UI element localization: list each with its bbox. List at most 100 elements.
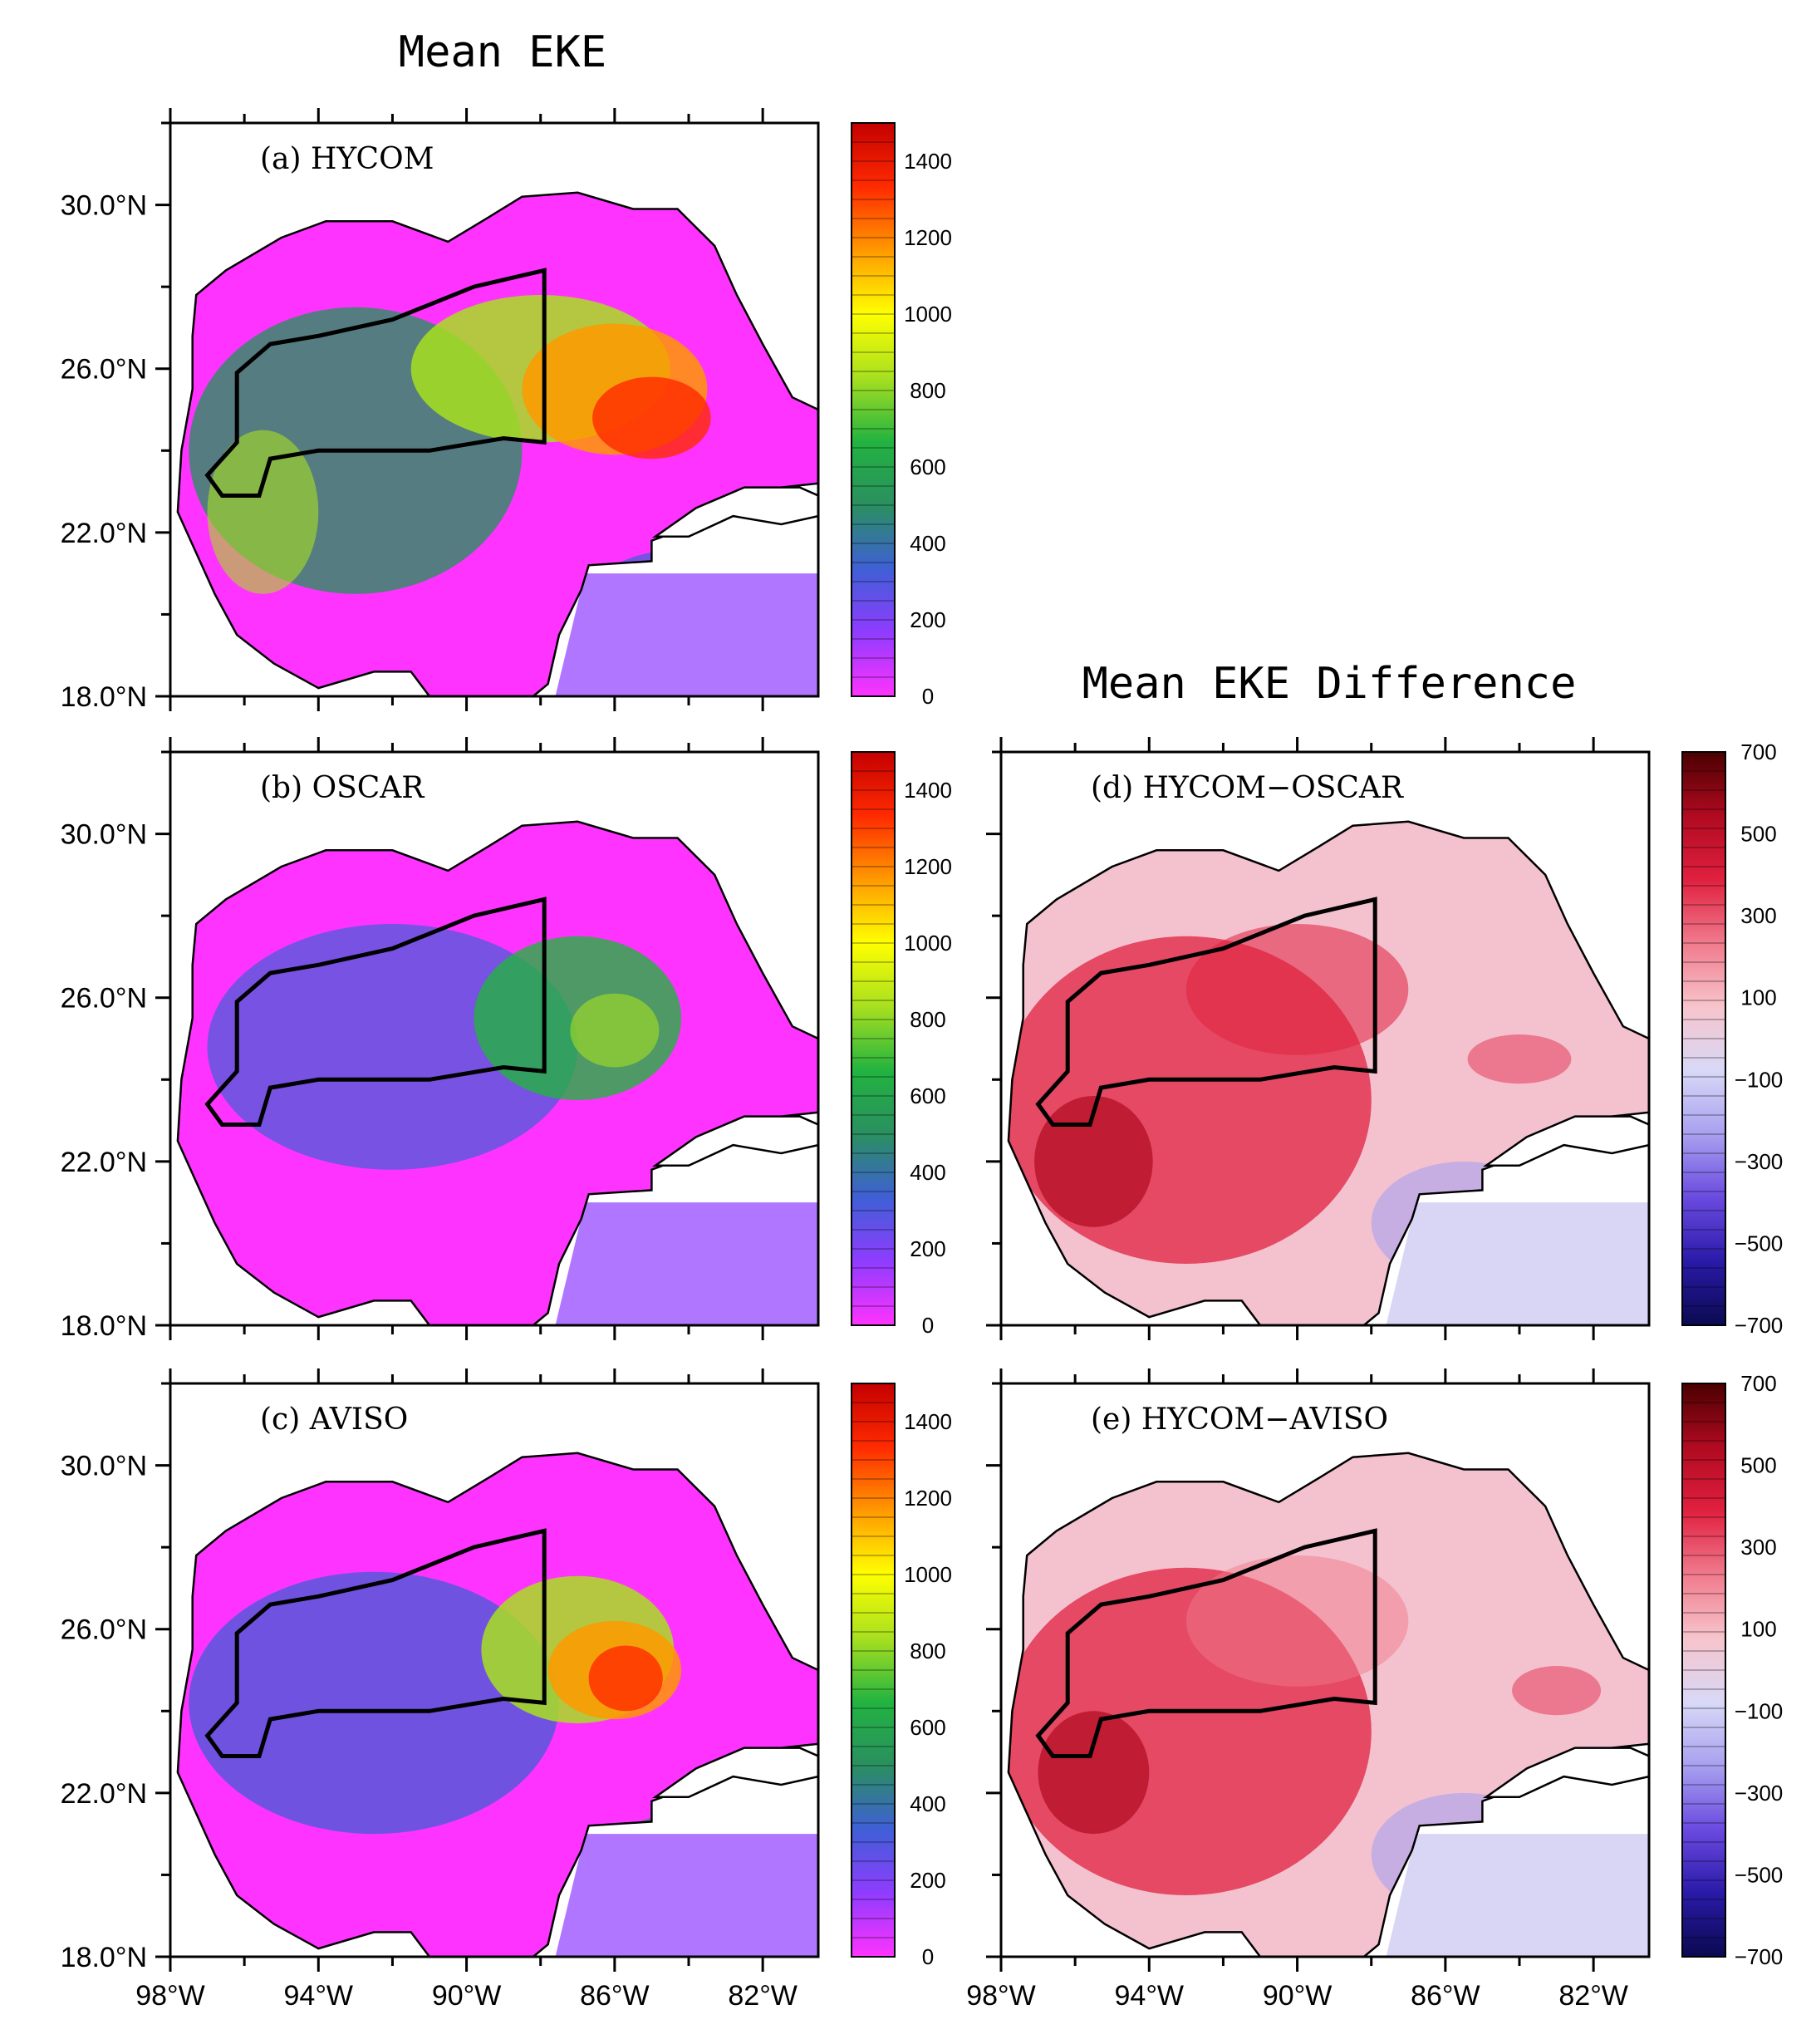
field-patch: [1034, 1096, 1153, 1227]
colorbar-eke: 1400 1200 1000 800 600 400 200 0: [851, 751, 952, 1338]
colorbar-tick-label: 1000: [904, 302, 952, 327]
colorbar-tick-label: 1400: [904, 778, 952, 803]
colorbar-eke: 1400 1200 1000 800 600 400 200 0: [851, 122, 952, 709]
map-frame: [999, 1382, 1651, 1958]
colorbar-tick-label: 400: [910, 1160, 945, 1185]
caribbean-field: [1386, 1202, 1649, 1325]
colorbar-tick-label: −300: [1735, 1149, 1784, 1174]
colorbar-tick-label: 800: [910, 1007, 945, 1032]
colorbar-tick-label: 300: [1740, 1535, 1776, 1560]
lat-tick-label: 30.0°N: [61, 190, 147, 222]
field-patch: [207, 430, 319, 594]
caribbean-field: [555, 573, 818, 696]
lon-tick-label: 82°W: [728, 1980, 798, 2012]
panel-e: 98°W 94°W 90°W 86°W 82°W (e) HYCOM−AVISO 700 50…: [966, 1368, 1783, 2012]
colorbar-tick-label: 1400: [904, 149, 952, 174]
colorbar-tick-label: 800: [910, 1639, 945, 1663]
lon-tick-label: 98°W: [135, 1980, 205, 2012]
lat-tick-label: 22.0°N: [61, 518, 147, 549]
field-patch: [1512, 1666, 1602, 1716]
lat-tick-label: 26.0°N: [61, 354, 147, 386]
analysis-region-outline: [204, 897, 547, 1127]
colorbar-tick-label: 300: [1740, 903, 1776, 928]
colorbar-tick-label: 600: [910, 454, 945, 479]
colorbar-tick-label: 500: [1740, 1453, 1776, 1478]
colorbar-tick-label: 600: [910, 1715, 945, 1740]
panel-label-e: (e) HYCOM−AVISO: [1091, 1403, 1388, 1437]
panel-d: (d) HYCOM−OSCAR 700 500 300 100 −100 −300 −500 −…: [986, 737, 1783, 1340]
colorbar-diff: 700 500 300 100 −100 −300 −500 −700: [1681, 739, 1784, 1338]
lon-tick-label: 82°W: [1558, 1980, 1628, 2012]
lon-tick-label: 90°W: [1263, 1980, 1333, 2012]
panel-label-c: (c) AVISO: [260, 1403, 408, 1437]
colorbar-tick-label: 500: [1740, 822, 1776, 847]
panel-label-a: (a) HYCOM: [260, 142, 434, 176]
colorbar-tick-label: 200: [910, 607, 945, 632]
colorbar-tick-label: 700: [1740, 1371, 1776, 1396]
caribbean-field: [555, 1834, 818, 1957]
map-frame: [169, 121, 820, 698]
colorbar-tick-label: 400: [910, 1791, 945, 1816]
map-frame: [169, 1382, 820, 1958]
field-patch: [592, 376, 711, 459]
analysis-region-outline: [1035, 897, 1377, 1127]
colorbar-tick-label: 700: [1740, 739, 1776, 764]
panel-b: 30.0°N 26.0°N 22.0°N 18.0°N (b) OSCAR 1400 120…: [61, 737, 952, 1342]
lon-tick-label: 98°W: [966, 1980, 1036, 2012]
colorbar-tick-label: 0: [922, 684, 934, 709]
colorbar-tick-label: 100: [1740, 985, 1776, 1010]
colorbar-tick-label: 200: [910, 1236, 945, 1261]
colorbar-eke: 1400 1200 1000 800 600 400 200 0: [851, 1383, 952, 1969]
analysis-region-outline: [1035, 1528, 1377, 1758]
lat-tick-label: 18.0°N: [61, 1310, 147, 1342]
field-patch: [570, 993, 660, 1068]
panel-label-d: (d) HYCOM−OSCAR: [1091, 771, 1404, 805]
lon-tick-label: 86°W: [1411, 1980, 1480, 2012]
colorbar-tick-label: 200: [910, 1868, 945, 1893]
colorbar-tick-label: −100: [1735, 1067, 1784, 1092]
title-mean-eke-difference: Mean EKE Difference: [1082, 659, 1577, 709]
colorbar-diff: 700 500 300 100 −100 −300 −500 −700: [1681, 1371, 1784, 1969]
colorbar-tick-label: 600: [910, 1083, 945, 1108]
field-patch: [1185, 1555, 1409, 1687]
colorbar-tick-label: 1200: [904, 225, 952, 250]
lon-tick-label: 90°W: [432, 1980, 502, 2012]
colorbar-tick-label: −500: [1735, 1862, 1784, 1887]
lon-tick-label: 94°W: [1115, 1980, 1185, 2012]
caribbean-field: [555, 1202, 818, 1325]
colorbar-tick-label: 1000: [904, 931, 952, 956]
analysis-region-outline: [204, 1528, 547, 1758]
colorbar-tick-label: −700: [1735, 1313, 1784, 1338]
panel-c: 30.0°N 26.0°N 22.0°N 18.0°N 98°W 94°W 90°W 86°W…: [61, 1368, 952, 2012]
colorbar-tick-label: −300: [1735, 1781, 1784, 1806]
lat-tick-label: 26.0°N: [61, 983, 147, 1015]
colorbar-tick-label: 100: [1740, 1617, 1776, 1642]
colorbar-tick-label: 400: [910, 531, 945, 556]
lat-tick-label: 18.0°N: [61, 1942, 147, 1973]
field-patch: [189, 1571, 559, 1835]
colorbar-tick-label: 1200: [904, 854, 952, 879]
colorbar-tick-label: −500: [1735, 1231, 1784, 1255]
lat-tick-label: 22.0°N: [61, 1147, 147, 1178]
lat-tick-label: 22.0°N: [61, 1778, 147, 1810]
analysis-region-outline: [204, 268, 547, 498]
lat-tick-label: 18.0°N: [61, 681, 147, 713]
lat-tick-label: 26.0°N: [61, 1614, 147, 1646]
field-patch: [1038, 1711, 1150, 1835]
field-patch: [1467, 1034, 1572, 1084]
colorbar-tick-label: 1000: [904, 1562, 952, 1587]
field-patch: [1185, 924, 1409, 1055]
lon-tick-label: 86°W: [580, 1980, 650, 2012]
lat-tick-label: 30.0°N: [61, 819, 147, 851]
panel-label-b: (b) OSCAR: [260, 771, 425, 805]
field-patch: [588, 1645, 663, 1712]
title-mean-eke: Mean EKE: [399, 27, 606, 77]
colorbar-tick-label: −100: [1735, 1698, 1784, 1723]
map-frame: [169, 750, 820, 1327]
colorbar-tick-label: −700: [1735, 1944, 1784, 1969]
panel-a: 30.0°N 26.0°N 22.0°N 18.0°N (a) HYCOM 1400 120…: [61, 108, 952, 713]
colorbar-tick-label: 0: [922, 1944, 934, 1969]
colorbar-tick-label: 1200: [904, 1486, 952, 1511]
map-frame: [999, 750, 1651, 1327]
